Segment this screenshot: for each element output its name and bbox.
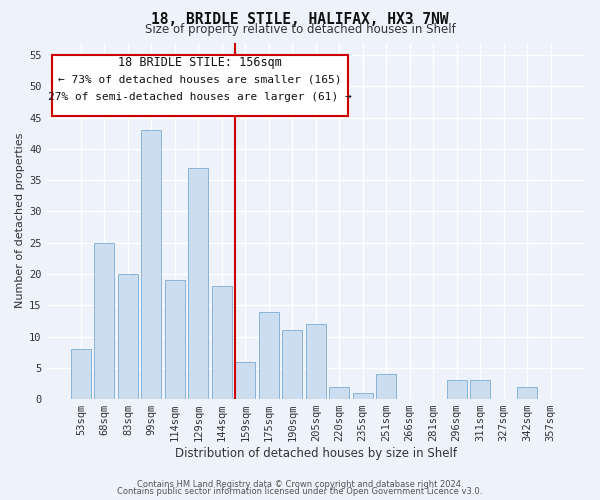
Text: Contains public sector information licensed under the Open Government Licence v3: Contains public sector information licen… xyxy=(118,487,482,496)
Text: 27% of semi-detached houses are larger (61) →: 27% of semi-detached houses are larger (… xyxy=(48,92,352,102)
Bar xyxy=(142,130,161,399)
Bar xyxy=(188,168,208,399)
Text: 18 BRIDLE STILE: 156sqm: 18 BRIDLE STILE: 156sqm xyxy=(118,56,282,68)
X-axis label: Distribution of detached houses by size in Shelf: Distribution of detached houses by size … xyxy=(175,447,457,460)
Bar xyxy=(71,349,91,399)
Bar xyxy=(329,386,349,399)
Bar xyxy=(283,330,302,399)
Bar xyxy=(212,286,232,399)
Bar xyxy=(517,386,537,399)
Bar xyxy=(94,242,115,399)
Y-axis label: Number of detached properties: Number of detached properties xyxy=(15,133,25,308)
Bar xyxy=(118,274,138,399)
Bar xyxy=(259,312,279,399)
Text: Contains HM Land Registry data © Crown copyright and database right 2024.: Contains HM Land Registry data © Crown c… xyxy=(137,480,463,489)
Bar xyxy=(446,380,467,399)
Bar xyxy=(470,380,490,399)
Bar xyxy=(376,374,396,399)
Text: Size of property relative to detached houses in Shelf: Size of property relative to detached ho… xyxy=(145,24,455,36)
Bar xyxy=(165,280,185,399)
Bar xyxy=(306,324,326,399)
FancyBboxPatch shape xyxy=(52,55,348,116)
Text: ← 73% of detached houses are smaller (165): ← 73% of detached houses are smaller (16… xyxy=(58,74,342,84)
Bar xyxy=(235,362,256,399)
Text: 18, BRIDLE STILE, HALIFAX, HX3 7NW: 18, BRIDLE STILE, HALIFAX, HX3 7NW xyxy=(151,12,449,28)
Bar xyxy=(353,393,373,399)
